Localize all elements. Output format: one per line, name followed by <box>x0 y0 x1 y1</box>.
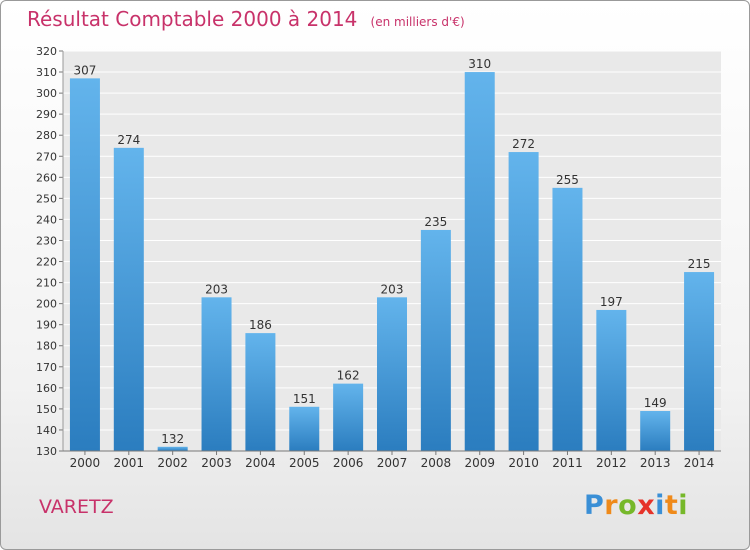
bar-2000 <box>69 78 100 452</box>
x-tick-label-2004: 2004 <box>245 456 276 470</box>
x-tick-label-2012: 2012 <box>596 456 627 470</box>
bar-2011 <box>552 187 583 451</box>
logo-letter: o <box>618 490 638 521</box>
y-axis-labels: 130 140 150 160 170 180 190 200 210 220 230 240 250 2… <box>36 45 64 458</box>
value-label-2009: 310 <box>468 57 491 71</box>
y-tick-label: 250 <box>36 192 57 205</box>
y-tick-label: 220 <box>36 256 57 269</box>
y-tick-label: 280 <box>36 129 57 142</box>
y-tick-label: 300 <box>36 87 57 100</box>
proxiti-logo: Proxiti <box>584 490 688 521</box>
bar-2001 <box>113 147 144 451</box>
y-tick-label: 270 <box>36 150 57 163</box>
x-tick-label-2001: 2001 <box>114 456 145 470</box>
x-tick-label-2000: 2000 <box>70 456 101 470</box>
value-label-2005: 151 <box>293 392 316 406</box>
x-tick-label-2010: 2010 <box>508 456 539 470</box>
value-labels: 307 274 132 203 186 151 162 203 235 310 272 255 197 1… <box>73 57 710 446</box>
y-tick-label: 210 <box>36 277 57 290</box>
bar-2006 <box>333 383 364 451</box>
bar-2013 <box>640 411 671 451</box>
value-label-2000: 307 <box>73 63 96 77</box>
y-tick-label: 180 <box>36 340 57 353</box>
logo-letter: t <box>664 490 679 521</box>
value-label-2014: 215 <box>688 257 711 271</box>
y-tick-label: 260 <box>36 171 57 184</box>
value-label-2008: 235 <box>424 215 447 229</box>
x-tick-label-2003: 2003 <box>201 456 232 470</box>
y-tick-label: 160 <box>36 382 57 395</box>
logo-letter: i <box>655 490 665 521</box>
bar-2004 <box>245 333 276 451</box>
value-label-2007: 203 <box>381 282 404 296</box>
x-tick-label-2008: 2008 <box>421 456 452 470</box>
value-label-2010: 272 <box>512 137 535 151</box>
value-label-2011: 255 <box>556 173 579 187</box>
bar-2009 <box>464 72 495 451</box>
x-tick-label-2006: 2006 <box>333 456 364 470</box>
bar-2012 <box>596 309 627 451</box>
bar-2005 <box>289 406 320 451</box>
x-tick-label-2014: 2014 <box>684 456 715 470</box>
x-axis-labels: 2000 2001 2002 2003 2004 2005 2006 2007 2008 2009… <box>63 450 721 470</box>
bar-2008 <box>420 229 451 451</box>
logo-letter: i <box>678 490 689 521</box>
y-tick-label: 320 <box>36 45 57 58</box>
x-tick-label-2011: 2011 <box>552 456 583 470</box>
logo-letter: x <box>637 490 656 521</box>
y-tick-label: 170 <box>36 361 57 374</box>
bar-2002 <box>157 446 188 451</box>
chart-title: Résultat Comptable 2000 à 2014 <box>27 7 358 31</box>
y-tick-label: 150 <box>36 403 57 416</box>
value-label-2012: 197 <box>600 295 623 309</box>
value-label-2013: 149 <box>644 396 667 410</box>
logo-letter: r <box>604 490 619 521</box>
logo-letter: P <box>584 490 605 521</box>
y-tick-label: 140 <box>36 424 57 437</box>
y-tick-label: 190 <box>36 319 57 332</box>
y-tick-label: 130 <box>36 445 57 458</box>
bar-2003 <box>201 297 232 451</box>
bar-2014 <box>684 272 715 451</box>
x-tick-label-2009: 2009 <box>464 456 495 470</box>
value-label-2004: 186 <box>249 318 272 332</box>
bar-2010 <box>508 152 539 452</box>
value-label-2003: 203 <box>205 282 228 296</box>
bars <box>69 72 715 452</box>
x-tick-label-2005: 2005 <box>289 456 320 470</box>
y-tick-label: 290 <box>36 108 57 121</box>
chart-title-group: Résultat Comptable 2000 à 2014 (en milli… <box>27 7 465 31</box>
y-tick-label: 200 <box>36 298 57 311</box>
bar-2007 <box>377 297 407 451</box>
value-label-2002: 132 <box>161 432 184 446</box>
y-tick-label: 230 <box>36 234 57 247</box>
chart-subtitle: (en milliers d'€) <box>370 15 465 29</box>
y-tick-label: 240 <box>36 213 57 226</box>
value-label-2006: 162 <box>337 369 360 383</box>
value-label-2001: 274 <box>117 133 140 147</box>
x-tick-label-2002: 2002 <box>157 456 188 470</box>
y-tick-label: 310 <box>36 66 57 79</box>
location-name: VARETZ <box>39 496 114 518</box>
x-tick-label-2013: 2013 <box>640 456 671 470</box>
x-tick-label-2007: 2007 <box>377 456 408 470</box>
